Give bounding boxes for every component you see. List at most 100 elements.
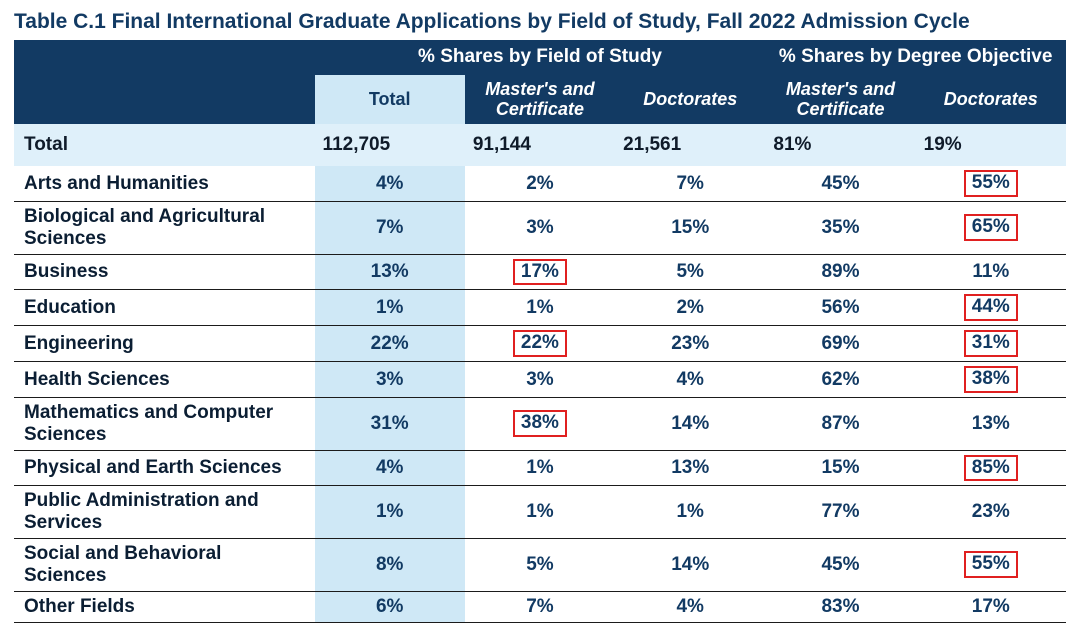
cell-doct: 14% xyxy=(615,539,765,592)
highlight: 31% xyxy=(964,330,1018,357)
total-row-deg-doct: 19% xyxy=(916,124,1066,166)
cell-deg_m: 87% xyxy=(765,397,915,450)
cell-deg_m: 62% xyxy=(765,362,915,398)
cell-total: 31% xyxy=(315,397,465,450)
cell-deg_d: 85% xyxy=(916,450,1066,486)
row-label: Education xyxy=(14,290,315,326)
cell-doct: 23% xyxy=(615,326,765,362)
cell-doct: 2% xyxy=(615,290,765,326)
header-sub-deg-masters: Master's and Certificate xyxy=(765,75,915,124)
cell-total: 3% xyxy=(315,362,465,398)
table-row: Mathematics and Computer Sciences31% 38% 1… xyxy=(14,397,1066,450)
cell-total: 13% xyxy=(315,254,465,290)
total-row-deg-masters: 81% xyxy=(765,124,915,166)
highlight: 17% xyxy=(513,259,567,286)
cell-deg_m: 69% xyxy=(765,326,915,362)
highlight: 38% xyxy=(964,366,1018,393)
cell-total: 4% xyxy=(315,166,465,201)
cell-doct: 7% xyxy=(615,166,765,201)
total-row-total: 112,705 xyxy=(315,124,465,166)
cell-deg_d: 23% xyxy=(916,486,1066,539)
row-label: Public Administration and Services xyxy=(14,486,315,539)
highlight: 85% xyxy=(964,455,1018,482)
cell-deg_d: 55% xyxy=(916,166,1066,201)
cell-deg_m: 35% xyxy=(765,201,915,254)
cell-masters: 17% xyxy=(465,254,615,290)
cell-masters: 1% xyxy=(465,290,615,326)
table-row: Education1%1%2%56%44% xyxy=(14,290,1066,326)
cell-doct: 13% xyxy=(615,450,765,486)
highlight: 22% xyxy=(513,330,567,357)
cell-masters: 22% xyxy=(465,326,615,362)
header-sub-doctorates: Doctorates xyxy=(615,75,765,124)
cell-masters: 2% xyxy=(465,166,615,201)
cell-deg_m: 15% xyxy=(765,450,915,486)
header-group-field: % Shares by Field of Study xyxy=(315,40,766,75)
cell-doct: 14% xyxy=(615,397,765,450)
table-row: Engineering22%22%23%69%31% xyxy=(14,326,1066,362)
table-row: Public Administration and Services1%1%1%… xyxy=(14,486,1066,539)
cell-total: 22% xyxy=(315,326,465,362)
row-label: Engineering xyxy=(14,326,315,362)
highlight: 55% xyxy=(964,170,1018,197)
header-row-groups: % Shares by Field of Study % Shares by D… xyxy=(14,40,1066,75)
row-label: Mathematics and Computer Sciences xyxy=(14,397,315,450)
row-label: Health Sciences xyxy=(14,362,315,398)
highlight: 44% xyxy=(964,294,1018,321)
header-sub-spacer xyxy=(14,75,315,124)
data-table: % Shares by Field of Study % Shares by D… xyxy=(14,40,1066,623)
table-row: Arts and Humanities4%2%7%45% 55% xyxy=(14,166,1066,201)
cell-doct: 15% xyxy=(615,201,765,254)
highlight: 65% xyxy=(964,214,1018,241)
table-row: Biological and Agricultural Sciences7%3%… xyxy=(14,201,1066,254)
cell-masters: 3% xyxy=(465,362,615,398)
header-group-degree: % Shares by Degree Objective xyxy=(765,40,1066,75)
table-row: Social and Behavioral Sciences8%5%14%45%… xyxy=(14,539,1066,592)
row-label: Business xyxy=(14,254,315,290)
total-row-doctorates: 21,561 xyxy=(615,124,765,166)
cell-deg_m: 77% xyxy=(765,486,915,539)
table-row: Physical and Earth Sciences4%1%13%15% 85% xyxy=(14,450,1066,486)
cell-masters: 1% xyxy=(465,450,615,486)
cell-deg_d: 44% xyxy=(916,290,1066,326)
header-sub-deg-doctorates: Doctorates xyxy=(916,75,1066,124)
cell-deg_d: 65% xyxy=(916,201,1066,254)
table-row: Health Sciences3%3%4%62%38% xyxy=(14,362,1066,398)
header-row-sub: Total Master's and Certificate Doctorate… xyxy=(14,75,1066,124)
table-row: Business13% 17% 5%89%11% xyxy=(14,254,1066,290)
cell-doct: 4% xyxy=(615,362,765,398)
table-title: Table C.1 Final International Graduate A… xyxy=(14,10,1066,34)
cell-deg_m: 45% xyxy=(765,166,915,201)
cell-deg_d: 13% xyxy=(916,397,1066,450)
cell-deg_d: 55% xyxy=(916,539,1066,592)
total-row-masters: 91,144 xyxy=(465,124,615,166)
cell-doct: 1% xyxy=(615,486,765,539)
row-label: Social and Behavioral Sciences xyxy=(14,539,315,592)
header-sub-masters: Master's and Certificate xyxy=(465,75,615,124)
row-label: Biological and Agricultural Sciences xyxy=(14,201,315,254)
cell-total: 4% xyxy=(315,450,465,486)
cell-deg_d: 11% xyxy=(916,254,1066,290)
cell-doct: 5% xyxy=(615,254,765,290)
cell-masters: 38% xyxy=(465,397,615,450)
cell-deg_d: 31% xyxy=(916,326,1066,362)
cell-masters: 1% xyxy=(465,486,615,539)
cell-masters: 5% xyxy=(465,539,615,592)
cell-total: 7% xyxy=(315,201,465,254)
header-sub-total: Total xyxy=(315,75,465,124)
total-row: Total 112,705 91,144 21,561 81% 19% xyxy=(14,124,1066,166)
highlight: 38% xyxy=(513,410,567,437)
cell-deg_m: 56% xyxy=(765,290,915,326)
cell-deg_m: 89% xyxy=(765,254,915,290)
cell-total: 8% xyxy=(315,539,465,592)
cell-deg_d: 38% xyxy=(916,362,1066,398)
row-label: Arts and Humanities xyxy=(14,166,315,201)
highlight: 55% xyxy=(964,551,1018,578)
row-label: Physical and Earth Sciences xyxy=(14,450,315,486)
cell-masters: 3% xyxy=(465,201,615,254)
total-row-label: Total xyxy=(14,124,315,166)
cell-total: 1% xyxy=(315,486,465,539)
header-spacer xyxy=(14,40,315,75)
cell-total: 1% xyxy=(315,290,465,326)
cell-deg_m: 45% xyxy=(765,539,915,592)
